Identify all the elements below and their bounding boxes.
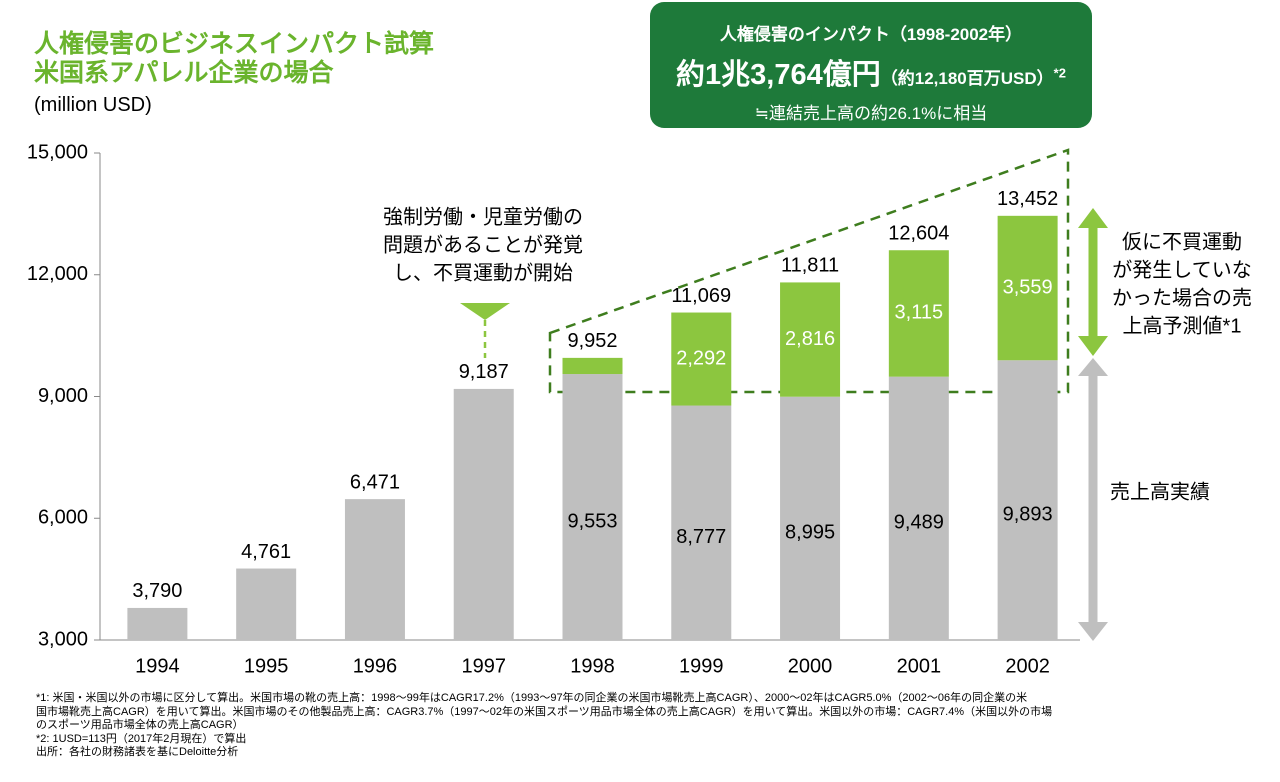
value-label: 9,553 xyxy=(567,510,617,532)
arrow-head xyxy=(1078,208,1108,228)
x-tick-label: 2002 xyxy=(1005,655,1050,677)
x-tick-label: 1999 xyxy=(679,655,724,677)
x-tick-label: 1998 xyxy=(570,655,615,677)
total-label: 9,187 xyxy=(459,361,509,383)
value-label: 2,292 xyxy=(676,347,726,369)
projection-outline xyxy=(548,148,1070,394)
value-label: 3,115 xyxy=(895,302,944,324)
footnote: 国市場靴売上高CAGR）を用いて算出。米国市場のその他製品売上高：CAGR3.7… xyxy=(36,705,1053,718)
arrow-head xyxy=(1078,336,1108,356)
bar-segment xyxy=(997,360,1058,640)
callout-line: 人権侵害のインパクト（1998-2002年） xyxy=(719,25,1023,44)
total-label: 11,069 xyxy=(671,285,731,307)
bar-segment xyxy=(997,215,1058,361)
footnote: 出所：各社の財務諸表を基にDeloitte分析 xyxy=(36,746,239,758)
chart-title: 人権侵害のビジネスインパクト試算 米国系アパレル企業の場合 xyxy=(34,30,434,88)
value-label: 9,489 xyxy=(894,512,944,534)
callout-box: 人権侵害のインパクト（1998-2002年） 約1兆3,764億円（約12,18… xyxy=(650,2,1092,128)
total-label: 12,604 xyxy=(888,223,949,245)
total-label: 4,761 xyxy=(241,541,291,563)
callout-main: 約1兆3,764億円 xyxy=(676,59,881,91)
bar-segment xyxy=(562,374,623,640)
x-tick-label: 1997 xyxy=(461,655,506,677)
arrow-head xyxy=(1078,622,1108,641)
annotation: し、不買運動が開始 xyxy=(393,261,573,284)
footnote: *1: 米国・米国以外の市場に区分して算出。米国市場の靴の売上高：1998～99… xyxy=(36,692,1028,704)
bar-segment xyxy=(344,499,405,640)
value-label: 2,816 xyxy=(785,328,835,350)
bar-segment xyxy=(888,376,949,640)
annotation: 強制労働・児童労働の xyxy=(383,205,583,228)
annotation: 問題があることが発覚 xyxy=(383,233,583,256)
legend-label: 仮に不買運動 xyxy=(1122,230,1242,253)
legend-label: 上高予測値*1 xyxy=(1123,314,1242,337)
footnotes: *1: 米国・米国以外の市場に区分して算出。米国市場の靴の売上高：1998～99… xyxy=(36,692,1052,760)
bar-segment xyxy=(671,405,732,640)
x-tick-label: 1996 xyxy=(353,655,398,677)
total-label: 3,790 xyxy=(132,580,182,602)
total-label: 11,811 xyxy=(781,255,839,277)
value-label: 9,893 xyxy=(1003,503,1053,525)
legend-label: 売上高実績 xyxy=(1110,480,1210,503)
total-label: 9,952 xyxy=(567,330,617,352)
event-marker xyxy=(460,303,510,320)
x-tick-label: 1995 xyxy=(244,655,289,677)
arrow-head xyxy=(1078,358,1108,376)
value-label: 8,777 xyxy=(676,526,726,548)
total-label: 6,471 xyxy=(350,471,400,493)
bar-segment xyxy=(671,312,732,406)
x-tick-label: 2000 xyxy=(788,655,833,677)
legend-label: が発生していな xyxy=(1112,258,1251,281)
footnote: のスポーツ用品市場全体の売上高CAGR） xyxy=(36,719,244,731)
value-label: 8,995 xyxy=(785,522,835,544)
callout-line: 約1兆3,764億円（約12,180百万USD）*2 xyxy=(650,51,1092,93)
y-tick-label: 9,000 xyxy=(38,385,88,407)
bar-segment xyxy=(888,250,949,377)
y-tick-label: 6,000 xyxy=(38,507,88,529)
legend-label: かった場合の売 xyxy=(1112,286,1252,309)
bar-segment xyxy=(236,568,297,640)
callout-line: ≒連結売上高の約26.1%に相当 xyxy=(754,104,988,123)
title-line: 米国系アパレル企業の場合 xyxy=(34,59,334,87)
bar-segment xyxy=(127,607,188,640)
y-axis-label: (million USD) xyxy=(34,94,152,116)
value-label: 3,559 xyxy=(1003,276,1053,298)
callout-note: *2 xyxy=(1053,65,1066,81)
total-label: 13,452 xyxy=(997,188,1058,210)
x-tick-label: 1994 xyxy=(135,655,180,677)
callout-sub: （約12,180百万USD） xyxy=(880,69,1054,88)
chart: 3,000 6,000 9,000 12,000 15,000 1994 3,790 1995… xyxy=(27,141,1252,677)
x-tick-label: 2001 xyxy=(897,655,942,677)
y-tick-label: 15,000 xyxy=(27,141,88,163)
y-tick-label: 12,000 xyxy=(27,263,88,285)
bar-segment xyxy=(453,388,514,640)
bar-segment xyxy=(562,357,623,375)
footnote: *2: 1USD=113円（2017年2月現在）で算出 xyxy=(36,732,247,745)
y-tick-label: 3,000 xyxy=(38,628,88,650)
bar-segment xyxy=(780,396,841,640)
bar-segment xyxy=(780,282,841,397)
title-line: 人権侵害のビジネスインパクト試算 xyxy=(34,30,435,58)
